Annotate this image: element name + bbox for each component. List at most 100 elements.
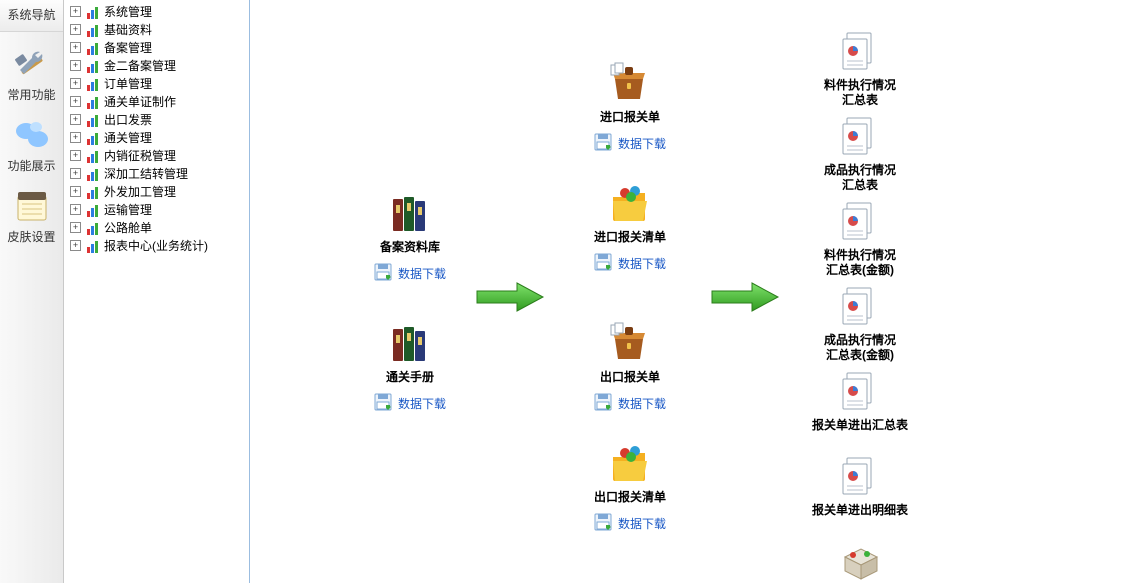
download-link[interactable]: 数据下载 xyxy=(374,393,446,413)
floppy-icon xyxy=(374,263,394,283)
expand-icon[interactable]: + xyxy=(70,150,81,161)
expand-icon[interactable]: + xyxy=(70,204,81,215)
tree-item-label: 出口发票 xyxy=(104,111,152,128)
node-title: 进口报关清单 xyxy=(594,230,666,245)
download-link[interactable]: 数据下载 xyxy=(594,393,666,413)
flow-node-decl-inout-detail: 报关单进出明细表 xyxy=(805,453,915,518)
decl-inout-detail-icon[interactable] xyxy=(836,453,884,501)
flow-node-customs-book: 通关手册数据下载 xyxy=(355,320,465,413)
tree-item[interactable]: +通关管理 xyxy=(64,128,249,146)
flow-node-archive-db: 备案资料库数据下载 xyxy=(355,190,465,283)
extra-report-icon[interactable] xyxy=(836,540,884,588)
material-amount-icon[interactable] xyxy=(836,198,884,246)
expand-icon[interactable]: + xyxy=(70,42,81,53)
material-summary-icon[interactable] xyxy=(836,28,884,76)
skin-icon xyxy=(14,188,50,224)
tree-item[interactable]: + 报表中心(业务统计) xyxy=(64,236,249,254)
download-label: 数据下载 xyxy=(618,395,666,412)
expand-icon[interactable]: + xyxy=(70,24,81,35)
customs-book-icon[interactable] xyxy=(386,320,434,368)
expand-icon[interactable]: + xyxy=(70,6,81,17)
expand-icon[interactable]: + xyxy=(70,186,81,197)
node-title: 出口报关单 xyxy=(600,370,660,385)
toolbar-item-label: 皮肤设置 xyxy=(7,228,55,245)
floppy-icon xyxy=(594,513,614,533)
flow-node-extra-report xyxy=(805,540,915,588)
flow-canvas: 备案资料库数据下载通关手册数据下载进口报关单数据下载进口报关清单数据下载出口报关… xyxy=(250,0,1146,583)
tree-item[interactable]: + 系统管理 xyxy=(64,2,249,20)
module-icon xyxy=(85,237,101,253)
floppy-icon xyxy=(594,133,614,153)
tree-item[interactable]: + 订单管理 xyxy=(64,74,249,92)
floppy-icon xyxy=(594,253,614,273)
download-link[interactable]: 数据下载 xyxy=(594,253,666,273)
tree-item-label: 金二备案管理 xyxy=(104,57,176,74)
tree-item[interactable]: + 外发加工管理 xyxy=(64,182,249,200)
tree-item[interactable]: +通关单证制作 xyxy=(64,92,249,110)
node-title: 成品执行情况汇总表(金额) xyxy=(824,333,896,363)
tree-item-label: 内销征税管理 xyxy=(104,147,176,164)
module-icon xyxy=(85,183,101,199)
toolbar-item-showcase[interactable]: 功能展示 xyxy=(4,117,60,174)
tree-item[interactable]: + 出口发票 xyxy=(64,110,249,128)
module-icon xyxy=(85,93,101,109)
module-icon xyxy=(85,147,101,163)
tree-item-label: 基础资料 xyxy=(104,21,152,38)
product-amount-icon[interactable] xyxy=(836,283,884,331)
import-decl-icon[interactable] xyxy=(606,60,654,108)
tree-item[interactable]: + 公路舱单 xyxy=(64,218,249,236)
floppy-icon xyxy=(374,393,394,413)
tree-item-label: 公路舱单 xyxy=(104,219,152,236)
tree-item[interactable]: +运输管理 xyxy=(64,200,249,218)
expand-icon[interactable]: + xyxy=(70,78,81,89)
flow-node-material-amount: 料件执行情况汇总表(金额) xyxy=(805,198,915,278)
expand-icon[interactable]: + xyxy=(70,168,81,179)
flow-node-product-amount: 成品执行情况汇总表(金额) xyxy=(805,283,915,363)
tree-item-label: 报表中心(业务统计) xyxy=(104,237,208,254)
import-list-icon[interactable] xyxy=(606,180,654,228)
flow-node-material-summary: 料件执行情况汇总表 xyxy=(805,28,915,108)
export-decl-icon[interactable] xyxy=(606,320,654,368)
module-icon xyxy=(85,21,101,37)
tree-item-label: 外发加工管理 xyxy=(104,183,176,200)
module-icon xyxy=(85,129,101,145)
product-summary-icon[interactable] xyxy=(836,113,884,161)
tree-item[interactable]: +备案管理 xyxy=(64,38,249,56)
nav-tree: +系统管理+基础资料+备案管理+金二备案管理+订单管理+通关单证制作+出口发票+… xyxy=(64,0,250,583)
export-list-icon[interactable] xyxy=(606,440,654,488)
download-label: 数据下载 xyxy=(398,265,446,282)
expand-icon[interactable]: + xyxy=(70,60,81,71)
download-link[interactable]: 数据下载 xyxy=(594,133,666,153)
module-icon xyxy=(85,165,101,181)
tree-item[interactable]: + 基础资料 xyxy=(64,20,249,38)
tree-item[interactable]: +深加工结转管理 xyxy=(64,164,249,182)
decl-inout-summary-icon[interactable] xyxy=(836,368,884,416)
expand-icon[interactable]: + xyxy=(70,114,81,125)
tree-item-label: 系统管理 xyxy=(104,3,152,20)
module-icon xyxy=(85,219,101,235)
download-link[interactable]: 数据下载 xyxy=(594,513,666,533)
download-link[interactable]: 数据下载 xyxy=(374,263,446,283)
node-title: 成品执行情况汇总表 xyxy=(824,163,896,193)
archive-db-icon[interactable] xyxy=(386,190,434,238)
expand-icon[interactable]: + xyxy=(70,132,81,143)
expand-icon[interactable]: + xyxy=(70,96,81,107)
flow-node-product-summary: 成品执行情况汇总表 xyxy=(805,113,915,193)
node-title: 通关手册 xyxy=(386,370,434,385)
download-label: 数据下载 xyxy=(618,135,666,152)
expand-icon[interactable]: + xyxy=(70,240,81,251)
tree-item[interactable]: + 内销征税管理 xyxy=(64,146,249,164)
node-title: 进口报关单 xyxy=(600,110,660,125)
flow-node-import-list: 进口报关清单数据下载 xyxy=(575,180,685,273)
download-label: 数据下载 xyxy=(618,515,666,532)
node-title: 报关单进出汇总表 xyxy=(812,418,908,433)
tree-item[interactable]: + 金二备案管理 xyxy=(64,56,249,74)
toolbar-header: 系统导航 xyxy=(0,0,63,32)
expand-icon[interactable]: + xyxy=(70,222,81,233)
tree-item-label: 订单管理 xyxy=(104,75,152,92)
left-toolbar: 系统导航 常用功能功能展示皮肤设置 xyxy=(0,0,64,583)
toolbar-item-skin[interactable]: 皮肤设置 xyxy=(4,188,60,245)
module-icon xyxy=(85,201,101,217)
toolbar-item-common[interactable]: 常用功能 xyxy=(4,46,60,103)
module-icon xyxy=(85,39,101,55)
